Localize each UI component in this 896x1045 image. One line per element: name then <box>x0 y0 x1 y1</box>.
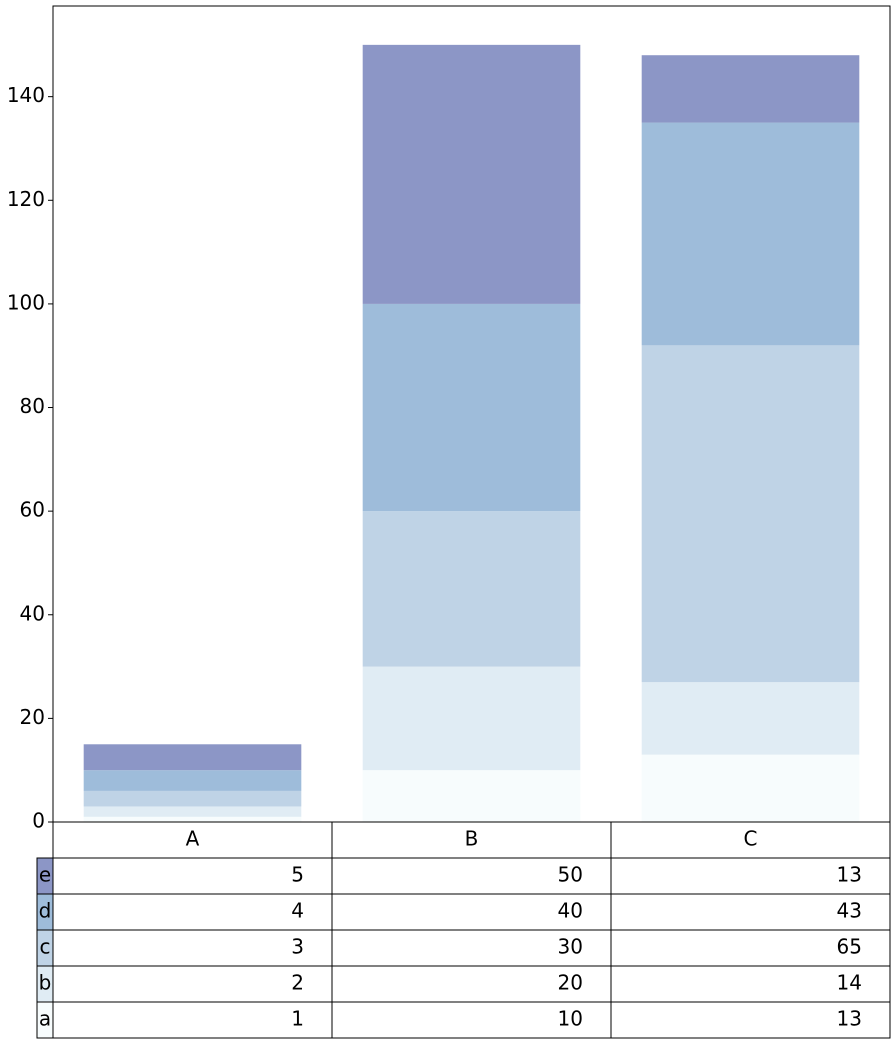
table-value: 10 <box>558 1007 583 1031</box>
table-value: 20 <box>558 971 583 995</box>
bar-segment <box>83 816 302 822</box>
table-value: 65 <box>837 935 862 959</box>
bar-segment <box>362 770 581 822</box>
bar-segment <box>362 666 581 771</box>
table-cell <box>52 893 333 931</box>
table-value: 13 <box>837 1007 862 1031</box>
table-column-header: A <box>186 827 200 851</box>
table-value: 5 <box>291 863 304 887</box>
table-value: 14 <box>837 971 862 995</box>
y-tick-label: 60 <box>20 498 45 522</box>
y-tick-label: 140 <box>7 83 45 107</box>
bar-segment <box>83 806 302 817</box>
bar-segment <box>641 682 860 755</box>
y-tick-label: 120 <box>7 187 45 211</box>
bar-segment <box>83 770 302 791</box>
table-value: 13 <box>837 863 862 887</box>
table-value: 50 <box>558 863 583 887</box>
bar-segment <box>362 303 581 512</box>
table-row-label: c <box>40 935 51 959</box>
bar-segment <box>641 345 860 683</box>
table-cell <box>52 1001 333 1039</box>
table-value: 1 <box>291 1007 304 1031</box>
table-value: 30 <box>558 935 583 959</box>
table-value: 3 <box>291 935 304 959</box>
bar-segment <box>641 754 860 822</box>
y-tick-label: 20 <box>20 705 45 729</box>
table-row-label: d <box>39 899 52 923</box>
y-tick-label: 80 <box>20 394 45 418</box>
bar-segment <box>83 790 302 807</box>
table-column-header: C <box>744 827 758 851</box>
bar-segment <box>641 122 860 346</box>
bar-segment <box>83 744 302 771</box>
table-row-label: b <box>39 971 52 995</box>
table-cell <box>610 1001 891 1039</box>
table-cell <box>52 965 333 1003</box>
table-cell <box>52 857 333 895</box>
y-tick-label: 40 <box>20 601 45 625</box>
table-row-label: e <box>39 863 51 887</box>
y-tick-label: 100 <box>7 290 45 314</box>
y-tick-label: 0 <box>32 809 45 833</box>
table-cell <box>52 929 333 967</box>
bar-segment <box>641 55 860 123</box>
table-value: 2 <box>291 971 304 995</box>
table-value: 40 <box>558 899 583 923</box>
table-value: 4 <box>291 899 304 923</box>
table-value: 43 <box>837 899 862 923</box>
bar-segment <box>362 44 581 304</box>
table-column-header: B <box>465 827 479 851</box>
table-row-label: a <box>39 1007 51 1031</box>
bar-segment <box>362 511 581 667</box>
